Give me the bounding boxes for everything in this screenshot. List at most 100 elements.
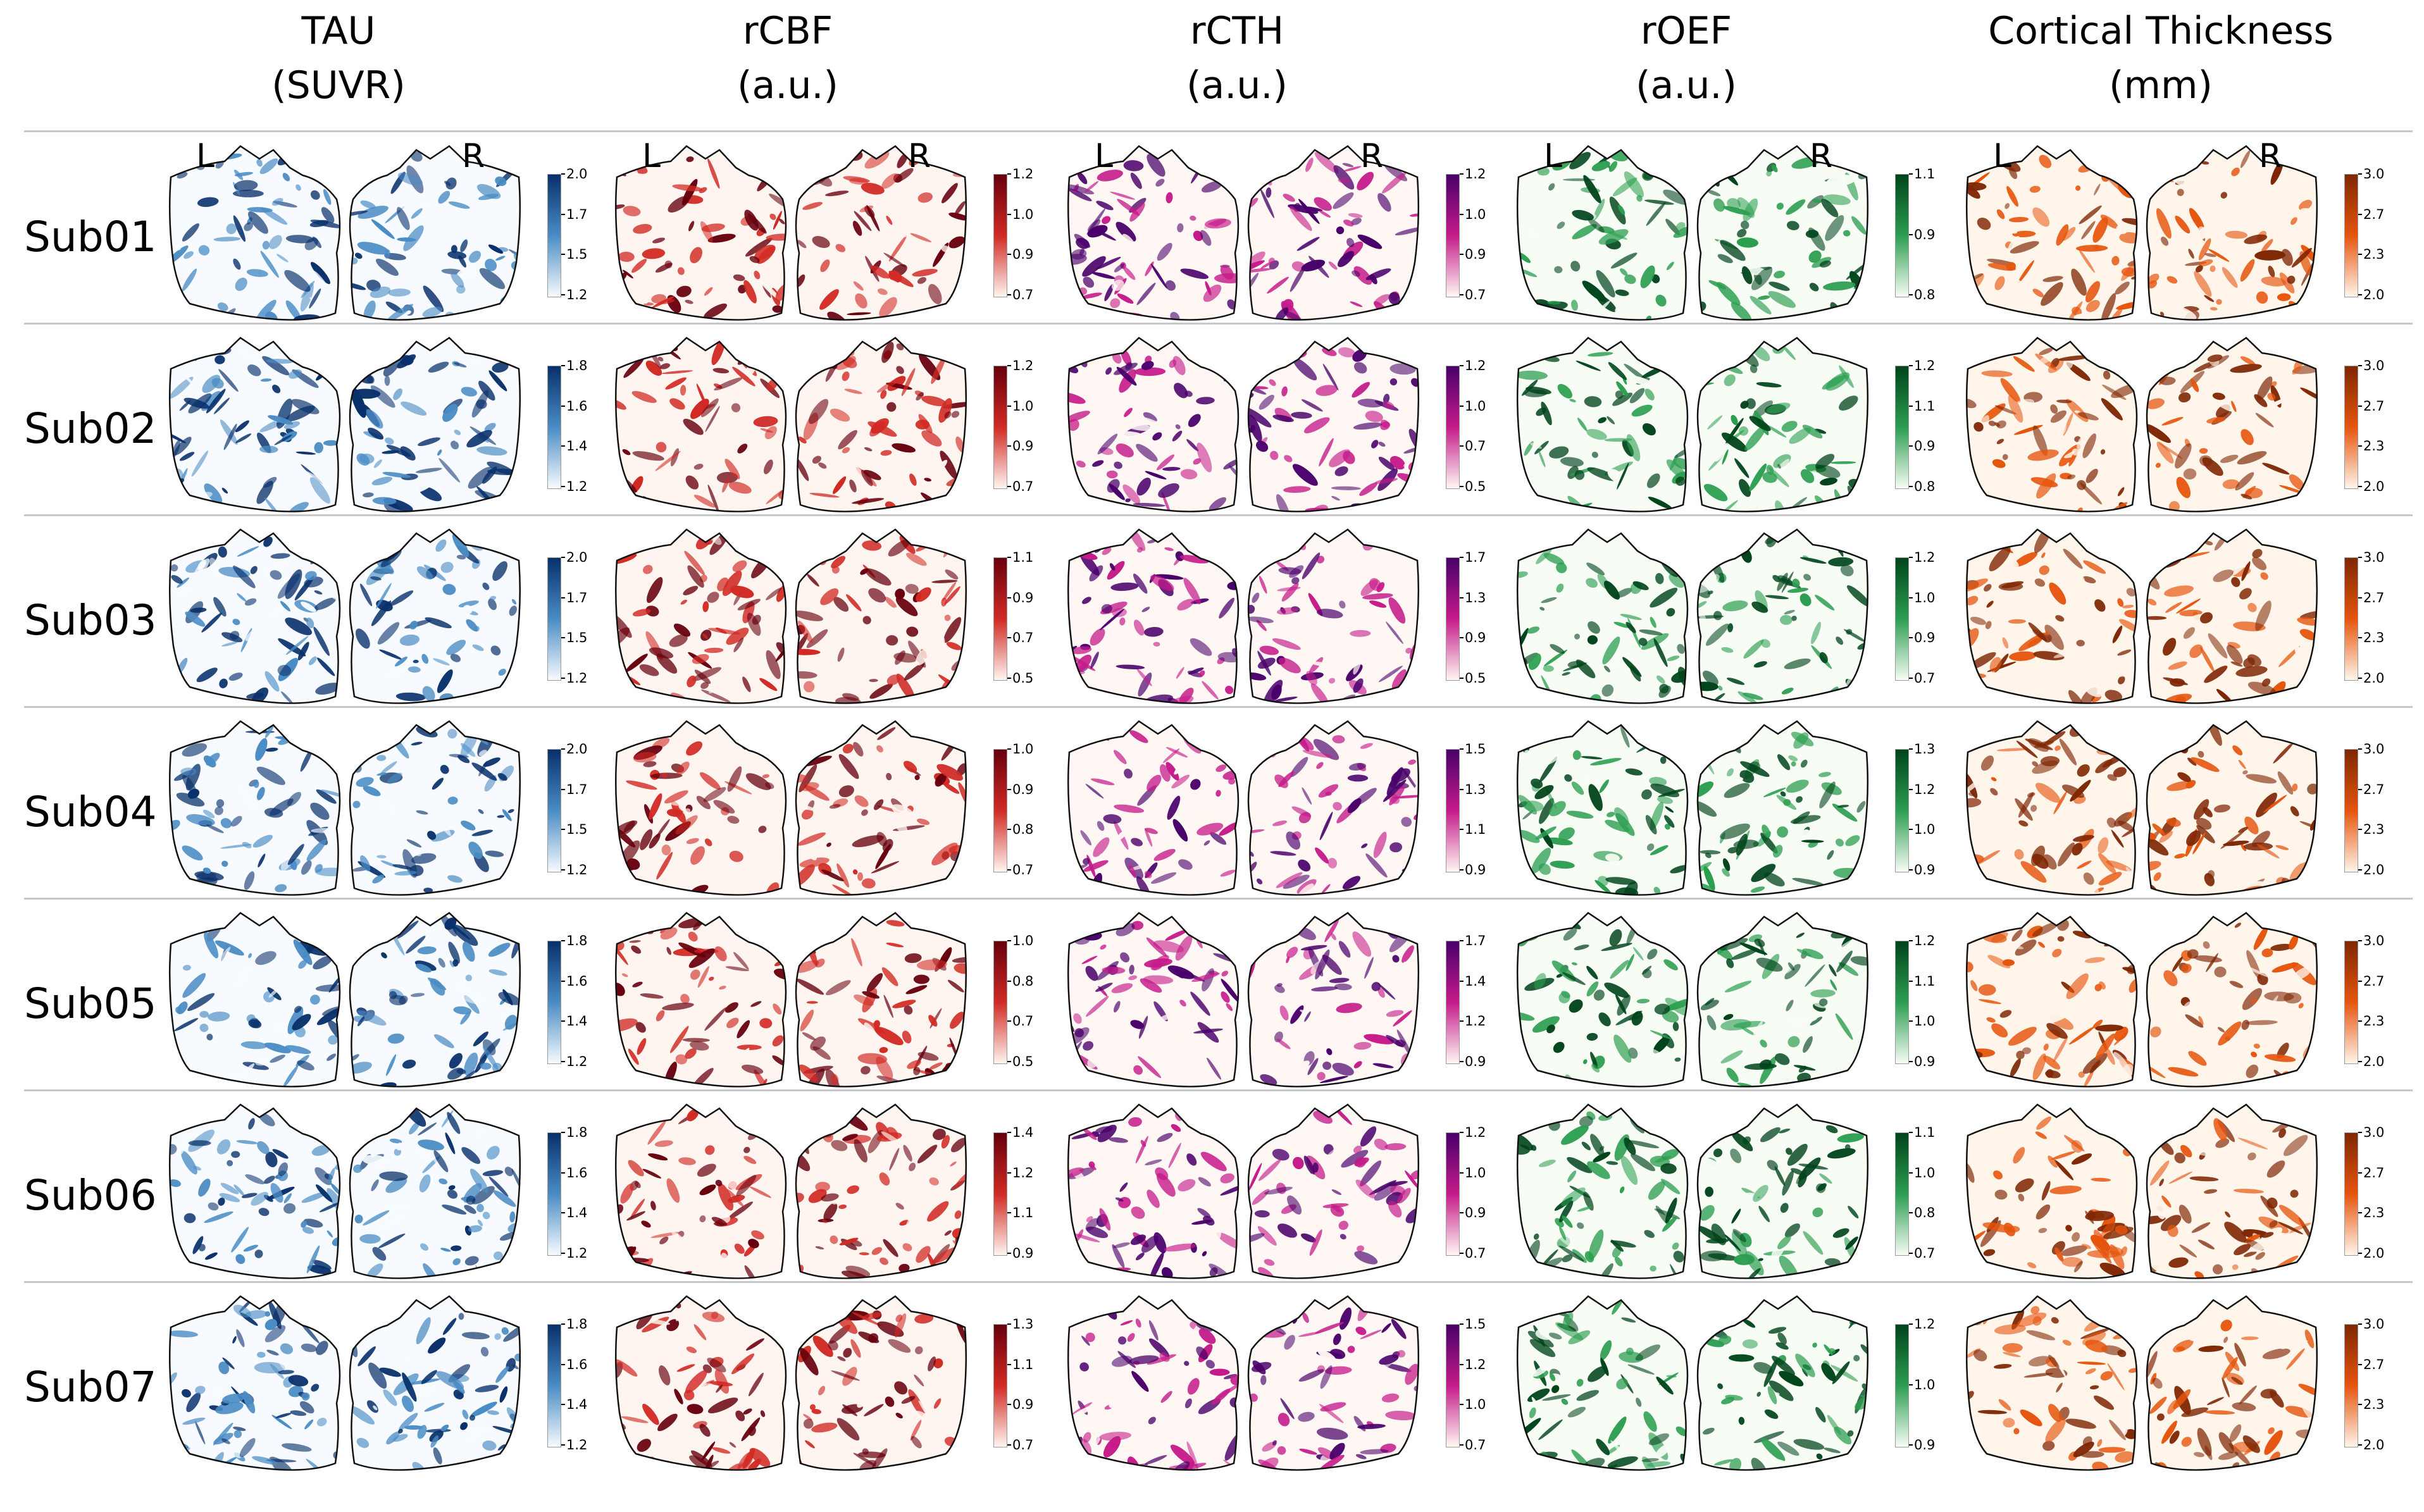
colorbar-tick-label: 1.7 xyxy=(1459,550,1486,565)
colorbar: 3.0 2.7 2.3 2.0 xyxy=(2344,358,2401,494)
colorbar-tick-label: 1.3 xyxy=(1459,590,1486,605)
left-hemisphere-map xyxy=(168,1295,341,1471)
colorbar-tick-label: 1.2 xyxy=(1459,1125,1486,1140)
colorbar: 1.0 0.8 0.7 0.5 xyxy=(993,933,1050,1069)
left-hemisphere-map xyxy=(168,337,341,512)
colorbar-gradient xyxy=(1446,557,1460,681)
right-hemisphere-map xyxy=(795,720,967,896)
column-title-text: TAU xyxy=(301,9,376,53)
right-hemisphere-map xyxy=(2146,1295,2318,1471)
colorbar-tick-label: 0.7 xyxy=(1459,1246,1486,1261)
colorbar-gradient xyxy=(2344,366,2358,489)
colorbar-tick-label: 1.5 xyxy=(561,630,588,646)
colorbar-tick-label: 1.2 xyxy=(561,1054,588,1069)
colorbar-gradient xyxy=(1895,749,1909,872)
colorbar-gradient xyxy=(993,1324,1007,1447)
colorbar: 1.7 1.3 0.9 0.5 xyxy=(1446,550,1503,686)
flatmap-panel xyxy=(168,528,521,704)
flatmap-panel xyxy=(168,720,521,896)
colorbar-tick-label: 1.0 xyxy=(1459,1397,1486,1413)
colorbar-tick-label: 0.8 xyxy=(1908,287,1936,302)
colorbar-tick-label: 3.0 xyxy=(2358,550,2385,565)
colorbar-tick-label: 1.8 xyxy=(561,933,588,948)
colorbar: 2.0 1.7 1.5 1.2 xyxy=(547,166,604,302)
colorbar: 1.3 1.1 0.9 0.7 xyxy=(993,1317,1050,1453)
hemisphere-label-right: R xyxy=(1360,137,1384,175)
colorbar: 1.0 0.9 0.8 0.7 xyxy=(993,741,1050,877)
hemisphere-label-left: L xyxy=(1544,137,1562,175)
colorbar-tick-label: 1.4 xyxy=(1459,973,1486,989)
colorbar-tick-label: 0.7 xyxy=(1459,1437,1486,1453)
column-unit: (a.u.) xyxy=(1636,63,1737,108)
flatmap-panel xyxy=(1965,912,2318,1088)
colorbar: 3.0 2.7 2.3 2.0 xyxy=(2344,741,2401,877)
colorbar-gradient xyxy=(547,1132,561,1256)
colorbar-tick-label: 0.9 xyxy=(1459,1054,1486,1069)
colorbar-tick-label: 2.7 xyxy=(2358,973,2385,989)
colorbar-tick-label: 1.2 xyxy=(1908,550,1936,565)
right-hemisphere-map xyxy=(1696,1103,1869,1279)
colorbar: 1.1 0.9 0.8 xyxy=(1895,166,1952,302)
colorbar-tick-label: 1.4 xyxy=(561,438,588,454)
colorbar-gradient xyxy=(1895,366,1909,489)
colorbar-tick-label: 1.3 xyxy=(1459,781,1486,797)
colorbar-tick-label: 1.2 xyxy=(561,479,588,494)
colorbar-tick-label: 0.7 xyxy=(1007,287,1034,302)
colorbar-tick-label: 2.0 xyxy=(2358,1054,2385,1069)
right-hemisphere-map xyxy=(1247,720,1420,896)
colorbar-tick-label: 0.7 xyxy=(1908,671,1936,686)
left-hemisphere-map xyxy=(1516,337,1689,512)
colorbar-gradient xyxy=(2344,557,2358,681)
colorbar: 1.8 1.6 1.4 1.2 xyxy=(547,1317,604,1453)
colorbar-tick-label: 1.2 xyxy=(1459,358,1486,373)
colorbar-tick-label: 1.0 xyxy=(1007,741,1034,757)
colorbar: 1.1 1.0 0.8 0.7 xyxy=(1895,1125,1952,1261)
flatmap-panel xyxy=(614,337,967,512)
colorbar-tick-label: 1.7 xyxy=(1459,933,1486,948)
colorbar-tick-label: 2.0 xyxy=(2358,1437,2385,1453)
colorbar-tick-label: 1.0 xyxy=(1007,398,1034,414)
colorbar-tick-label: 0.9 xyxy=(1007,1246,1034,1261)
colorbar-gradient xyxy=(1446,1324,1460,1447)
colorbar-tick-label: 1.3 xyxy=(1908,741,1936,757)
colorbar-tick-label: 2.0 xyxy=(2358,287,2385,302)
hemisphere-label-right: R xyxy=(462,137,485,175)
left-hemisphere-map xyxy=(1516,528,1689,704)
colorbar-tick-label: 0.9 xyxy=(1908,1054,1936,1069)
colorbar-tick-label: 1.4 xyxy=(561,1013,588,1029)
flatmap-panel xyxy=(1965,145,2318,321)
left-hemisphere-map xyxy=(614,528,787,704)
colorbar-gradient xyxy=(1446,749,1460,872)
left-hemisphere-map xyxy=(1965,720,2138,896)
left-hemisphere-map xyxy=(168,912,341,1088)
column-title: rCTH (a.u.) xyxy=(997,4,1477,113)
colorbar-tick-label: 0.8 xyxy=(1908,1205,1936,1221)
left-hemisphere-map xyxy=(168,720,341,896)
colorbar-gradient xyxy=(547,557,561,681)
right-hemisphere-map xyxy=(349,528,521,704)
colorbar-tick-label: 3.0 xyxy=(2358,358,2385,373)
left-hemisphere-map xyxy=(1965,1295,2138,1471)
colorbar-tick-label: 1.6 xyxy=(561,973,588,989)
column-title: rOEF (a.u.) xyxy=(1446,4,1927,113)
subject-label: Sub03 xyxy=(24,596,157,645)
colorbar-tick-label: 2.7 xyxy=(2358,1356,2385,1372)
flatmap-panel xyxy=(1516,337,1869,512)
colorbar-gradient xyxy=(993,941,1007,1064)
right-hemisphere-map xyxy=(795,1295,967,1471)
right-hemisphere-map xyxy=(1247,337,1420,512)
colorbar-gradient xyxy=(993,557,1007,681)
colorbar-tick-label: 1.0 xyxy=(1908,1377,1936,1392)
left-hemisphere-map xyxy=(1067,1295,1240,1471)
colorbar-gradient xyxy=(2344,749,2358,872)
left-hemisphere-map xyxy=(1516,720,1689,896)
column-unit: (a.u.) xyxy=(737,63,838,108)
subject-label: Sub01 xyxy=(24,213,157,261)
colorbar-tick-label: 0.9 xyxy=(1007,590,1034,605)
flatmap-panel xyxy=(614,912,967,1088)
colorbar-tick-label: 1.0 xyxy=(1459,206,1486,222)
colorbar-tick-label: 0.9 xyxy=(1007,438,1034,454)
row-divider xyxy=(24,1281,2413,1283)
colorbar-tick-label: 1.1 xyxy=(1459,822,1486,838)
